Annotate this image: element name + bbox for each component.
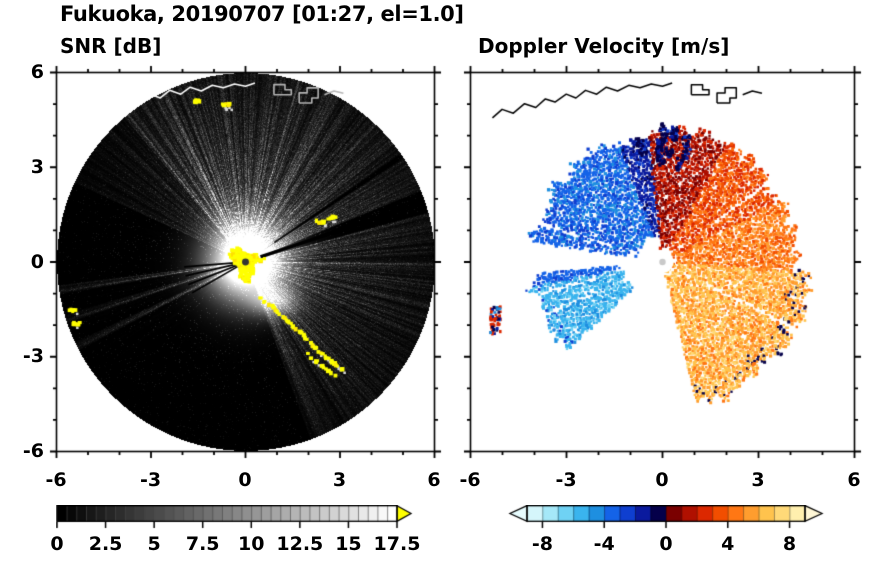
snr-x-tick-label: -3	[139, 469, 162, 491]
snr-panel-title: SNR [dB]	[60, 34, 162, 58]
snr-ppi-plot	[45, 61, 446, 463]
velocity-x-tick-label: -3	[555, 469, 577, 491]
snr-y-tick-label: -3	[22, 345, 44, 368]
velocity-colorbar	[507, 505, 847, 531]
velocity-x-tick-label: -6	[459, 469, 481, 491]
velocity-colorbar-tick-label: 0	[659, 533, 673, 555]
snr-x-tick-label: -6	[45, 469, 67, 491]
snr-colorbar-tick-label: 10	[238, 533, 265, 555]
velocity-x-tick-label: 6	[847, 469, 861, 491]
velocity-colorbar-tick-label: -4	[593, 533, 615, 555]
snr-x-tick-label: 0	[238, 469, 252, 491]
snr-x-tick-label: 3	[332, 469, 347, 491]
snr-y-tick-label: -6	[22, 440, 44, 462]
snr-colorbar	[56, 505, 416, 531]
snr-colorbar-tick-label: 17.5	[373, 533, 421, 555]
snr-colorbar-tick-label: 0	[50, 533, 64, 555]
velocity-panel-title: Doppler Velocity [m/s]	[478, 34, 730, 58]
snr-y-tick-label: 6	[30, 61, 44, 83]
figure-title: Fukuoka, 20190707 [01:27, el=1.0]	[60, 2, 464, 26]
doppler-velocity-ppi-plot	[459, 61, 866, 463]
velocity-x-tick-label: 3	[751, 469, 765, 491]
snr-y-tick-label: 0	[30, 250, 44, 273]
snr-y-tick-label: 3	[30, 155, 44, 178]
velocity-colorbar-tick-label: -8	[531, 533, 553, 555]
snr-colorbar-tick-label: 5	[147, 533, 161, 555]
velocity-colorbar-tick-label: 4	[721, 533, 735, 555]
snr-colorbar-tick-label: 15	[335, 533, 362, 555]
snr-x-tick-label: 6	[427, 469, 441, 491]
snr-colorbar-tick-label: 12.5	[276, 533, 324, 555]
velocity-x-tick-label: 0	[655, 469, 669, 491]
snr-colorbar-tick-label: 7.5	[185, 533, 220, 555]
snr-colorbar-tick-label: 2.5	[88, 533, 123, 555]
velocity-colorbar-tick-label: 8	[782, 533, 797, 555]
